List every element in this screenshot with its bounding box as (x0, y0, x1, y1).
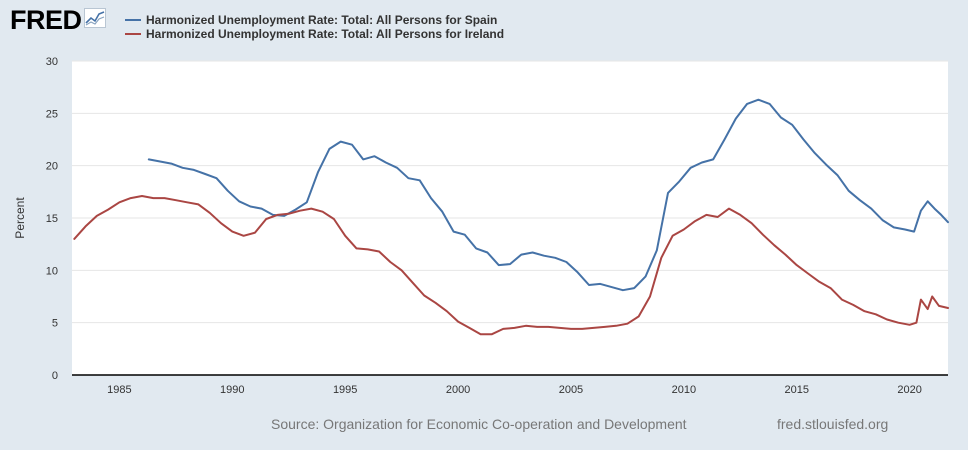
footer: Source: Organization for Economic Co-ope… (0, 414, 968, 436)
line-chart-icon (83, 7, 106, 33)
line-chart[interactable]: 0 5 10 15 20 25 30 1985 1990 1995 2000 2005 2010 201… (0, 52, 968, 402)
legend-label-ireland: Harmonized Unemployment Rate: Total: All… (146, 27, 505, 41)
legend-item-ireland[interactable]: Harmonized Unemployment Rate: Total: All… (125, 27, 504, 41)
fred-logo[interactable]: FRED (10, 6, 106, 34)
y-tick-label: 30 (46, 56, 58, 68)
series-line-1[interactable] (73, 195, 949, 336)
series-lines (73, 98, 949, 336)
grid-lines (72, 60, 948, 324)
x-tick-label: 1985 (107, 384, 131, 396)
y-tick-label: 5 (52, 318, 58, 330)
y-tick-label: 15 (46, 213, 58, 225)
chart-legend: Harmonized Unemployment Rate: Total: All… (125, 13, 504, 41)
source-text: Source: Organization for Economic Co-ope… (271, 416, 687, 432)
x-tick-label: 2020 (897, 384, 921, 396)
y-axis-label: Percent (13, 197, 27, 239)
header: FRED Harmonized Unemployment Rate: Total… (0, 0, 968, 52)
x-tick-label: 2000 (446, 384, 470, 396)
legend-swatch-ireland (125, 33, 141, 35)
y-tick-label: 0 (52, 370, 58, 382)
x-axis-ticks: 1985 1990 1995 2000 2005 2010 2015 2020 (107, 384, 922, 396)
site-link[interactable]: fred.stlouisfed.org (777, 416, 889, 432)
x-tick-label: 1990 (220, 384, 244, 396)
y-axis-ticks: 0 5 10 15 20 25 30 (46, 56, 58, 382)
y-tick-label: 25 (46, 108, 58, 120)
x-tick-label: 2010 (672, 384, 696, 396)
x-tick-label: 2015 (784, 384, 808, 396)
legend-item-spain[interactable]: Harmonized Unemployment Rate: Total: All… (125, 13, 504, 27)
logo-text: FRED (10, 5, 82, 35)
x-tick-label: 2005 (559, 384, 583, 396)
y-tick-label: 10 (46, 265, 58, 277)
x-tick-label: 1995 (333, 384, 357, 396)
chart-area: 0 5 10 15 20 25 30 1985 1990 1995 2000 2005 2010 201… (0, 52, 968, 402)
legend-label-spain: Harmonized Unemployment Rate: Total: All… (146, 13, 498, 27)
legend-swatch-spain (125, 19, 141, 21)
y-tick-label: 20 (46, 161, 58, 173)
